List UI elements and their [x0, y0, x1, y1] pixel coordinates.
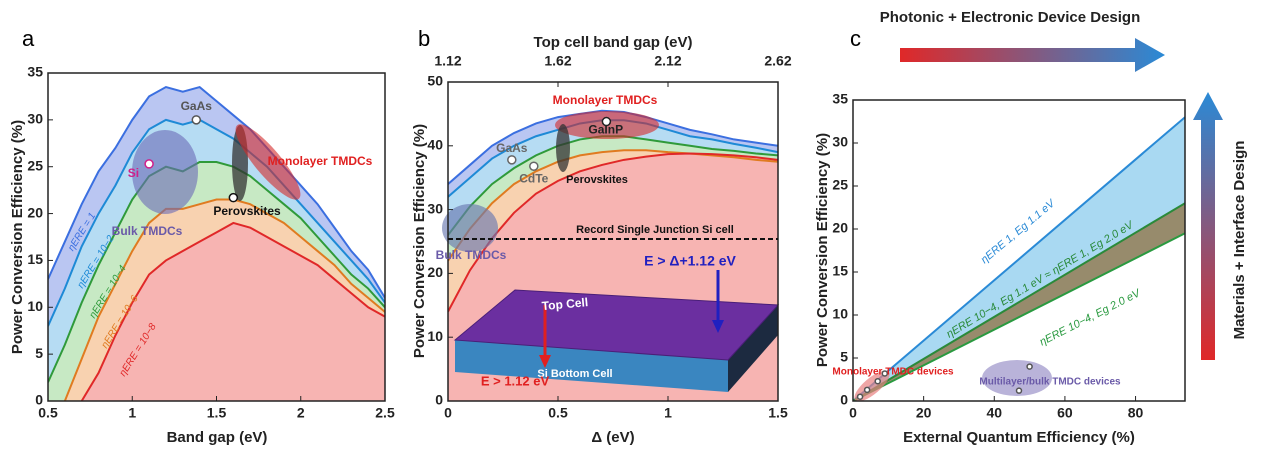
y-tick-label: 5: [35, 345, 43, 361]
point: [1017, 388, 1022, 393]
point: [530, 162, 538, 170]
y-tick-label: 15: [27, 251, 43, 267]
x-tick-label: 20: [916, 405, 932, 421]
x2-tick-label: 2.12: [654, 53, 681, 69]
figure: a0.511.522.505101520253035Band gap (eV)P…: [0, 0, 1266, 457]
y-tick-label: 10: [832, 306, 848, 322]
x-axis-title: Band gap (eV): [167, 429, 268, 446]
y-tick-label: 35: [27, 64, 43, 80]
annotation: Multilayer/bulk TMDC devices: [979, 377, 1121, 388]
point-label: GaAs: [496, 141, 528, 155]
perovskite-region: [556, 124, 570, 172]
point-label: Si: [128, 166, 139, 180]
annotation: Monolayer TMDCs: [268, 154, 373, 168]
point-label: GaInP: [588, 123, 623, 137]
panel-label: c: [850, 26, 861, 51]
x-tick-label: 2.5: [375, 405, 395, 421]
x2-axis-title: Top cell band gap (eV): [534, 34, 693, 51]
y-tick-label: 30: [832, 134, 848, 150]
x-axis-title: External Quantum Efficiency (%): [903, 429, 1135, 446]
x-tick-label: 0: [849, 405, 857, 421]
x-tick-label: 2: [297, 405, 305, 421]
y-tick-label: 35: [832, 91, 848, 107]
x2-tick-label: 2.62: [764, 53, 791, 69]
y-tick-label: 0: [35, 392, 43, 408]
y-tick-label: 15: [832, 263, 848, 279]
y-tick-label: 20: [427, 264, 443, 280]
annotation: Perovskites: [566, 174, 628, 186]
annotation: E > 1.12 eV: [481, 373, 550, 388]
annotation: Monolayer TMDCs: [553, 93, 658, 107]
annotation: Photonic + Electronic Device Design: [880, 9, 1141, 26]
x-tick-label: 1: [128, 405, 136, 421]
point: [1027, 364, 1032, 369]
y-tick-label: 10: [27, 298, 43, 314]
x-tick-label: 60: [1057, 405, 1073, 421]
point: [192, 116, 200, 124]
panel-label: b: [418, 26, 430, 51]
y-tick-label: 0: [435, 392, 443, 408]
point: [145, 160, 153, 168]
x2-tick-label: 1.62: [544, 53, 571, 69]
x-tick-label: 0: [444, 405, 452, 421]
annotation: E > Δ+1.12 eV: [644, 253, 736, 269]
y-tick-label: 10: [427, 328, 443, 344]
point: [229, 194, 237, 202]
point: [865, 387, 870, 392]
y-tick-label: 0: [840, 392, 848, 408]
annotation: Bulk TMDCs: [112, 224, 183, 238]
y-tick-label: 50: [427, 73, 443, 89]
y-tick-label: 30: [27, 111, 43, 127]
point: [875, 379, 880, 384]
point-label: GaAs: [181, 99, 213, 113]
y-tick-label: 25: [27, 157, 43, 173]
point: [508, 156, 516, 164]
y-tick-label: 40: [427, 137, 443, 153]
y-tick-label: 25: [832, 177, 848, 193]
panel-label: a: [22, 26, 35, 51]
x-tick-label: 80: [1128, 405, 1144, 421]
y-tick-label: 20: [832, 220, 848, 236]
annotation: Bulk TMDCs: [436, 248, 507, 262]
x-tick-label: 1.5: [207, 405, 227, 421]
y-tick-label: 5: [840, 349, 848, 365]
annotation: Monolayer TMDC devices: [832, 367, 954, 378]
annotation: Materials + Interface Design: [1231, 141, 1248, 340]
y-tick-label: 20: [27, 204, 43, 220]
x-axis-title: Δ (eV): [591, 429, 634, 446]
x-tick-label: 1.5: [768, 405, 788, 421]
x-tick-label: 0.5: [548, 405, 568, 421]
y-axis-title: Power Conversion Efficiency (%): [411, 124, 428, 358]
x2-tick-label: 1.12: [434, 53, 461, 69]
point-label: CdTe: [519, 171, 548, 185]
point-label: Perovskites: [213, 204, 281, 218]
point: [858, 394, 863, 399]
y-axis-title: Power Conversion Efficiency (%): [814, 133, 831, 367]
bulk-region: [132, 130, 198, 214]
design-arrow: [900, 38, 1165, 72]
bulk-region: [442, 204, 498, 252]
y-axis-title: Power Conversion Efficiency (%): [9, 120, 26, 354]
x-tick-label: 40: [986, 405, 1002, 421]
y-tick-label: 30: [427, 200, 443, 216]
x-tick-label: 1: [664, 405, 672, 421]
design-arrow: [1193, 92, 1223, 360]
reference-label: Record Single Junction Si cell: [576, 224, 734, 236]
